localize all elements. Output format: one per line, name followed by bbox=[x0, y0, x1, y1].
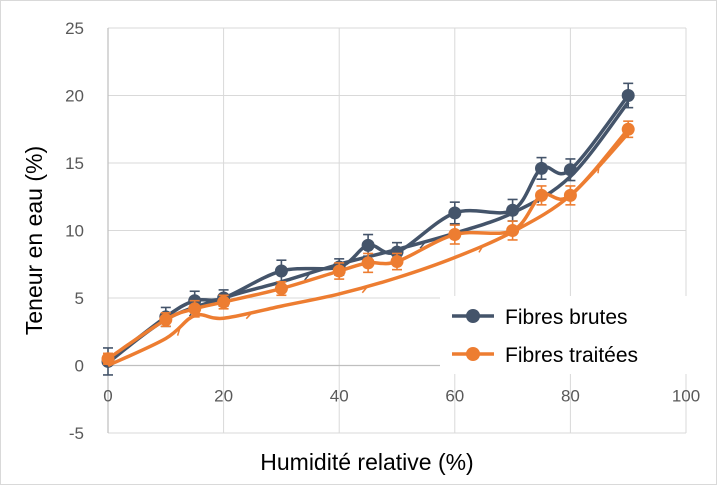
marker-brutes bbox=[274, 264, 288, 278]
direction-arrow-traitees bbox=[478, 244, 485, 253]
data-point-traitees bbox=[448, 224, 462, 245]
marker-traitees bbox=[361, 256, 375, 270]
data-point-traitees bbox=[188, 299, 202, 318]
data-point-brutes bbox=[448, 201, 462, 225]
x-tick-label: 100 bbox=[672, 387, 700, 406]
marker-traitees bbox=[448, 228, 462, 242]
direction-arrow-brutes bbox=[419, 240, 427, 249]
legend: Fibres brutes Fibres traitées bbox=[440, 296, 698, 374]
marker-traitees bbox=[188, 302, 202, 316]
x-tick-label: 20 bbox=[214, 387, 233, 406]
legend-marker-brutes bbox=[466, 309, 480, 323]
data-point-brutes bbox=[361, 233, 375, 257]
marker-brutes bbox=[506, 203, 520, 217]
direction-arrow-traitees bbox=[176, 326, 181, 336]
data-point-traitees bbox=[390, 252, 404, 271]
y-tick-label: 0 bbox=[75, 357, 84, 376]
marker-traitees bbox=[563, 188, 577, 202]
legend-label-brutes: Fibres brutes bbox=[505, 306, 628, 329]
direction-arrow-traitees bbox=[361, 285, 369, 294]
data-point-traitees bbox=[217, 294, 231, 310]
data-point-traitees bbox=[361, 252, 375, 274]
marker-traitees bbox=[390, 255, 404, 269]
data-point-traitees bbox=[159, 312, 173, 328]
adsorption-line-traitees bbox=[107, 132, 630, 368]
direction-arrow-traitees bbox=[245, 311, 254, 320]
x-axis-title: Humidité relative (%) bbox=[260, 449, 473, 475]
data-point-brutes bbox=[563, 158, 577, 182]
axis-labels: Teneur en eau (%) Humidité relative (%) bbox=[21, 146, 474, 475]
y-tick-label: 5 bbox=[75, 289, 84, 308]
series-lines bbox=[101, 82, 635, 376]
legend-marker-traitees bbox=[466, 347, 480, 361]
marker-brutes bbox=[390, 245, 404, 259]
direction-arrow-traitees bbox=[597, 164, 601, 174]
marker-traitees bbox=[101, 352, 115, 366]
marker-traitees bbox=[535, 188, 548, 202]
y-tick-label: -5 bbox=[69, 424, 84, 443]
y-tick-label: 10 bbox=[65, 222, 84, 241]
direction-arrow-brutes bbox=[304, 272, 311, 281]
data-point-traitees bbox=[101, 352, 115, 366]
marker-brutes bbox=[563, 163, 577, 177]
marker-traitees bbox=[332, 264, 346, 278]
data-point-traitees bbox=[535, 185, 548, 206]
legend-label-traitees: Fibres traitées bbox=[505, 344, 638, 367]
x-tick-label: 40 bbox=[330, 387, 349, 406]
marker-traitees bbox=[217, 295, 231, 309]
data-point-traitees bbox=[621, 120, 635, 139]
marker-traitees bbox=[621, 122, 635, 136]
marker-brutes bbox=[361, 238, 375, 252]
data-point-traitees bbox=[274, 280, 288, 297]
y-axis-title: Teneur en eau (%) bbox=[21, 146, 47, 335]
y-tick-label: 20 bbox=[65, 87, 84, 106]
data-point-brutes bbox=[621, 82, 635, 109]
marker-brutes bbox=[621, 89, 635, 102]
marker-traitees bbox=[159, 313, 173, 327]
marker-brutes bbox=[448, 206, 462, 220]
x-tick-label: 60 bbox=[445, 387, 464, 406]
x-tick-label: 0 bbox=[103, 387, 112, 406]
y-tick-label: 15 bbox=[65, 154, 84, 173]
data-point-traitees bbox=[506, 220, 520, 241]
x-tick-label: 80 bbox=[561, 387, 580, 406]
data-point-traitees bbox=[332, 262, 346, 280]
marker-brutes bbox=[535, 161, 548, 175]
data-point-brutes bbox=[535, 156, 548, 180]
marker-traitees bbox=[506, 224, 520, 237]
marker-traitees bbox=[274, 282, 288, 296]
legend-background bbox=[440, 296, 698, 374]
data-point-traitees bbox=[563, 185, 577, 206]
y-tick-label: 25 bbox=[65, 19, 84, 38]
